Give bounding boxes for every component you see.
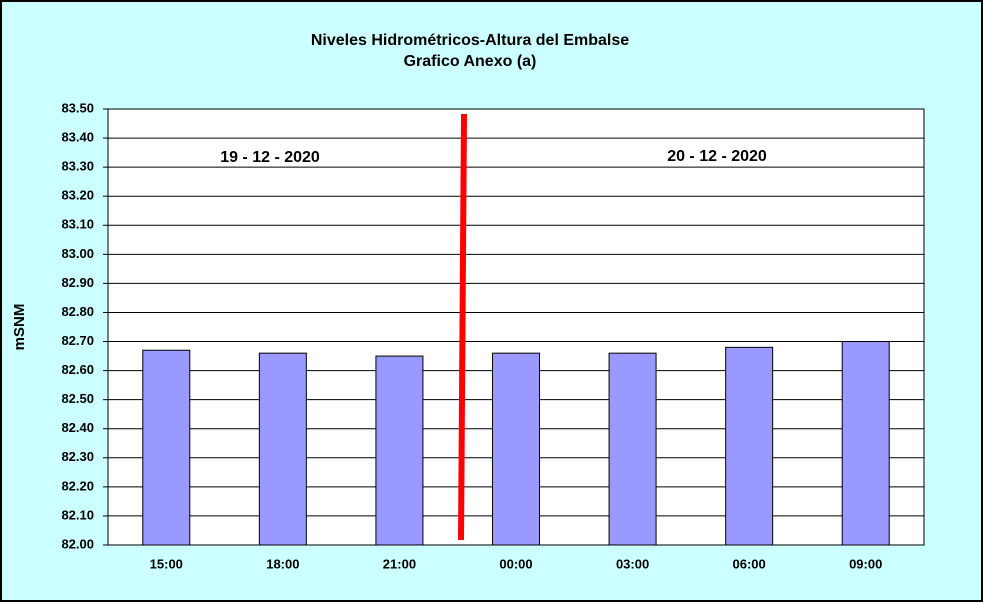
y-tick-label: 83.10 — [61, 217, 94, 232]
x-tick-label: 03:00 — [616, 556, 649, 571]
x-tick-label: 09:00 — [849, 556, 882, 571]
y-tick-label: 83.50 — [61, 100, 94, 115]
x-tick-label: 06:00 — [733, 556, 766, 571]
bar — [375, 355, 424, 546]
y-tick-label: 82.00 — [61, 536, 94, 551]
chart-subtitle: Grafico Anexo (a) — [404, 53, 537, 70]
x-tick-label: 18:00 — [266, 556, 299, 571]
y-tick-label: 82.90 — [61, 275, 94, 290]
x-tick-label: 21:00 — [383, 556, 416, 571]
chart-title: Niveles Hidrométricos-Altura del Embalse — [311, 32, 629, 49]
bar — [725, 346, 774, 546]
x-tick-label: 15:00 — [150, 556, 183, 571]
y-tick-label: 82.30 — [61, 449, 94, 464]
y-tick-label: 83.30 — [61, 159, 94, 174]
annotation: 19 - 12 - 2020 — [220, 149, 320, 166]
y-tick-label: 82.80 — [61, 304, 94, 319]
day-divider — [458, 113, 467, 541]
x-tick-label: 00:00 — [499, 556, 532, 571]
y-tick-label: 82.40 — [61, 420, 94, 435]
y-tick-label: 83.40 — [61, 130, 94, 145]
y-tick-label: 82.70 — [61, 333, 94, 348]
y-tick-label: 82.50 — [61, 391, 94, 406]
bar — [608, 352, 657, 546]
y-axis-label: mSNM — [11, 304, 28, 351]
y-tick-label: 82.10 — [61, 507, 94, 522]
y-tick-label: 83.00 — [61, 246, 94, 261]
annotation: 20 - 12 - 2020 — [667, 148, 767, 165]
bar — [142, 349, 191, 546]
bar — [841, 341, 890, 546]
bar — [258, 352, 307, 546]
y-tick-label: 82.60 — [61, 362, 94, 377]
y-tick-label: 82.20 — [61, 478, 94, 493]
bar — [492, 352, 540, 546]
y-tick-label: 83.20 — [61, 188, 94, 203]
